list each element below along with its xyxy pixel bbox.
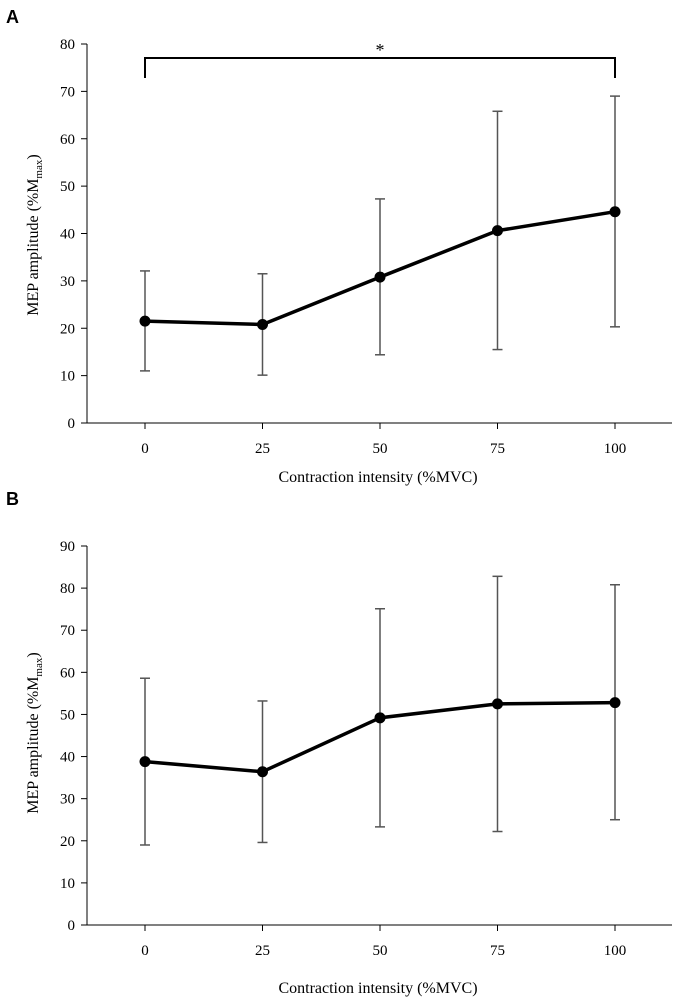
panel-b-data-point (609, 697, 621, 709)
panel-b-x-axis-title: Contraction intensity (%MVC) (278, 980, 477, 997)
panel-b-y-tick-label: 70 (60, 623, 75, 639)
panel-a-y-tick-label: 70 (60, 84, 75, 100)
panel-a-y-tick-label: 20 (60, 321, 75, 337)
panel-a-letter: A (6, 7, 19, 27)
panel-b-data-point (257, 766, 268, 778)
panel-b-x-tick-label: 50 (373, 943, 388, 959)
panel-a-y-tick-label: 60 (60, 132, 75, 148)
panel-a-x-tick-label: 0 (141, 441, 149, 457)
panel-a-x-tick-label: 75 (490, 441, 505, 457)
panel-b-data-point (374, 712, 386, 724)
panel-a-significance-star: * (376, 40, 385, 60)
panel-a-y-tick-label: 30 (60, 274, 75, 290)
panel-b-x-tick-label: 25 (255, 943, 270, 959)
panel-a-y-tick-label: 10 (60, 369, 75, 385)
panel-b-data-point (139, 756, 151, 768)
panel-a-significance-bracket (144, 57, 616, 78)
panel-b-x-tick-label: 0 (141, 943, 149, 959)
panel-b-y-axis-title: MEP amplitude (%Mmax) (25, 652, 45, 813)
panel-a-x-axis-title: Contraction intensity (%MVC) (278, 469, 477, 486)
panel-b: B MEP amplitude (%Mmax) Contraction inte… (6, 489, 672, 997)
panel-a-x-tick-label: 100 (604, 441, 627, 457)
panel-a-y-tick-label: 80 (60, 37, 75, 53)
panel-a-data-point (139, 315, 151, 327)
panel-b-data-point (492, 698, 503, 710)
panel-b-x-tick-label: 75 (490, 943, 505, 959)
panel-a: A MEP amplitude (%Mmax) Contraction inte… (6, 7, 672, 486)
panel-a-y-tick-label: 0 (68, 416, 76, 432)
panel-b-y-tick-label: 90 (60, 539, 75, 555)
panel-a-y-tick-label: 40 (60, 227, 75, 243)
panel-a-data-point (257, 318, 268, 330)
panel-b-x-tick-label: 100 (604, 943, 627, 959)
panel-b-y-tick-label: 10 (60, 876, 75, 892)
panel-a-x-tick-label: 25 (255, 441, 270, 457)
panel-a-data-point (374, 271, 386, 283)
panel-b-y-tick-label: 80 (60, 581, 75, 597)
panel-a-data-point (492, 225, 503, 237)
panel-a-data-point (609, 206, 621, 218)
panel-a-y-tick-label: 50 (60, 179, 75, 195)
panel-b-y-tick-label: 50 (60, 707, 75, 723)
panel-b-y-tick-label: 0 (68, 918, 76, 934)
panel-a-y-axis-title: MEP amplitude (%Mmax) (25, 154, 45, 315)
panel-b-letter: B (6, 489, 19, 509)
panel-a-x-tick-label: 50 (373, 441, 388, 457)
panel-b-y-tick-label: 20 (60, 834, 75, 850)
panel-b-y-tick-label: 40 (60, 750, 75, 766)
panel-b-y-tick-label: 30 (60, 792, 75, 808)
panel-b-y-tick-label: 60 (60, 665, 75, 681)
